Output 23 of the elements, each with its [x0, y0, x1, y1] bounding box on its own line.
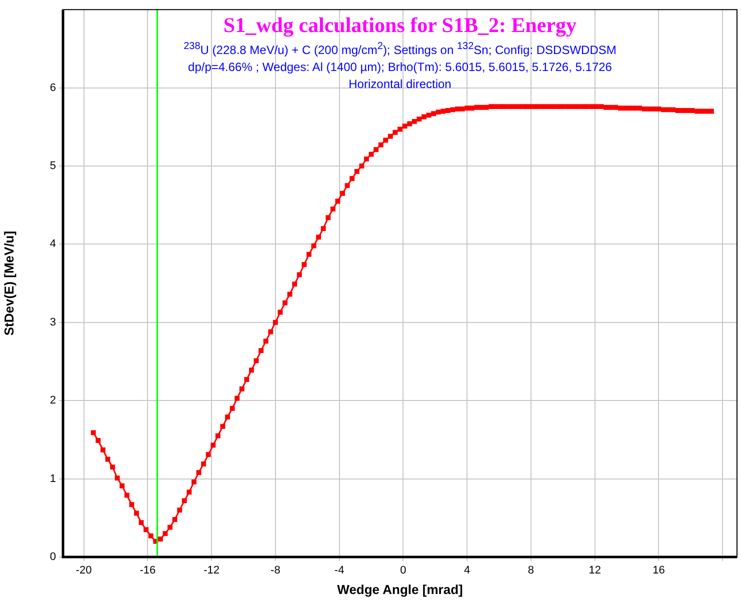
x-axis-title: Wedge Angle [mrad] — [337, 582, 463, 597]
annotation: dp/p=4.66% ; Wedges: Al (1400 µm); Brho(Tm): 5.6015, 5.6015, 5.1726, 5.1726 — [187, 59, 613, 76]
x-tick-label: 4 — [464, 564, 470, 577]
y-axis-title: StDev(E) [MeV/u] — [1, 230, 16, 336]
x-tick-label: -8 — [270, 564, 280, 577]
x-tick-label: 8 — [528, 564, 534, 577]
x-tick-label: -12 — [204, 564, 220, 577]
y-tick-label: 3 — [50, 316, 56, 328]
annotation: Horizontal direction — [348, 76, 452, 93]
y-tick-label: 2 — [50, 394, 56, 407]
chart-title: S1_wdg calculations for S1B_2: Energy — [222, 12, 578, 38]
y-tick-label: 5 — [50, 160, 56, 172]
y-tick-label: 1 — [50, 472, 56, 485]
x-tick-label: -20 — [76, 564, 92, 577]
y-tick-label: 0 — [50, 551, 56, 564]
text: $^{238}$U (228.8 MeV/u) + C (200 mg/cm$^{2}$); Settings on $^{132}$Sn; Config: DSDSWDDSM — [182, 40, 618, 59]
y-tick-label: 4 — [50, 238, 56, 250]
x-tick-label: -16 — [140, 564, 156, 577]
x-tick-label: 12 — [588, 564, 601, 577]
x-tick-label: 0 — [400, 564, 406, 577]
y-tick-label: 6 — [50, 82, 56, 94]
x-tick-label: -4 — [334, 564, 344, 577]
x-tick-label: 16 — [652, 564, 665, 577]
